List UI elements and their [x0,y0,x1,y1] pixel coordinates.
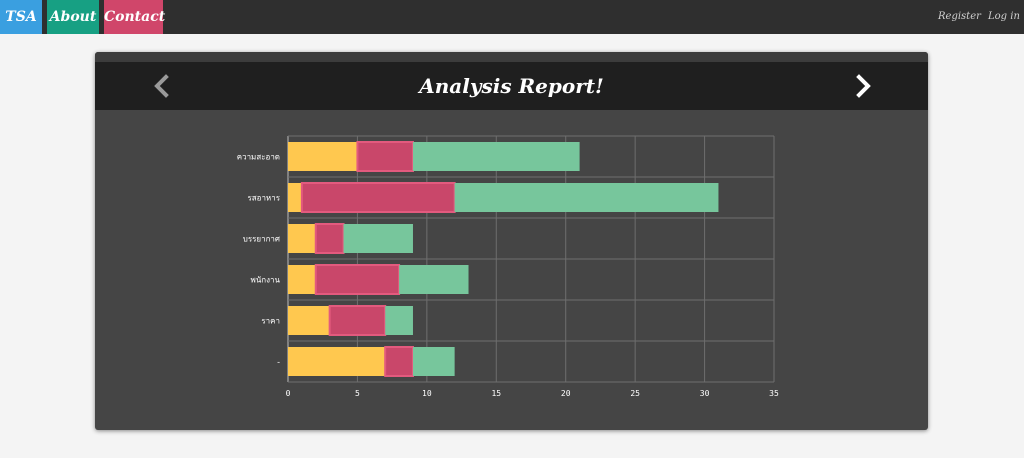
y-category-label: รสอาหาร [247,194,280,203]
y-category-label: บรรยากาศ [243,235,280,244]
report-title: Analysis Report! [419,74,604,98]
bar-segment [385,306,413,335]
about-button[interactable]: About [47,0,99,34]
bar-segment [412,142,580,171]
x-tick-label: 0 [286,389,291,398]
x-tick-label: 20 [561,389,571,398]
report-header: Analysis Report! [95,62,928,110]
bar-segment [288,224,316,253]
panel-top-strip [95,52,928,62]
bar-segment [356,141,414,172]
report-panel: Analysis Report! 0 5 10 15 20 25 30 35 ความสะอาด… [95,52,928,430]
bar-segment [288,306,330,335]
x-tick-label: 15 [491,389,501,398]
login-link[interactable]: Log in [988,11,1020,22]
register-link[interactable]: Register [938,11,981,22]
bar-segment [412,347,455,376]
bar-segment [288,265,316,294]
stacked-bar-chart: 0 5 10 15 20 25 30 35 ความสะอาดรสอาหารบรรยากาศพน… [237,135,779,398]
chevron-left-icon[interactable] [150,74,174,98]
contact-button[interactable]: Contact [104,0,165,34]
top-navbar: TSA About Contact Register Log in [0,0,1024,34]
bar-segment [288,183,302,212]
bar-segment [300,182,456,213]
bar-segment [328,305,387,336]
chevron-right-icon[interactable] [851,74,875,98]
brand-button[interactable]: TSA [0,0,42,34]
y-category-label: ความสะอาด [237,153,280,162]
x-tick-label: 35 [769,389,779,398]
y-category-label: ราคา [261,317,280,326]
y-category-label: พนักงาน [251,276,281,285]
bar-segment [343,224,413,253]
bar-segment [384,346,414,377]
x-tick-label: 5 [355,389,360,398]
bar-segment [288,142,358,171]
x-tick-label: 25 [630,389,640,398]
bar-segment [399,265,469,294]
bar-segment [454,183,719,212]
bar-segment [314,223,345,254]
x-tick-label: 10 [422,389,432,398]
bar-segment [314,264,401,295]
x-tick-label: 30 [700,389,710,398]
y-category-label: - [277,358,280,367]
bar-segment [288,347,386,376]
